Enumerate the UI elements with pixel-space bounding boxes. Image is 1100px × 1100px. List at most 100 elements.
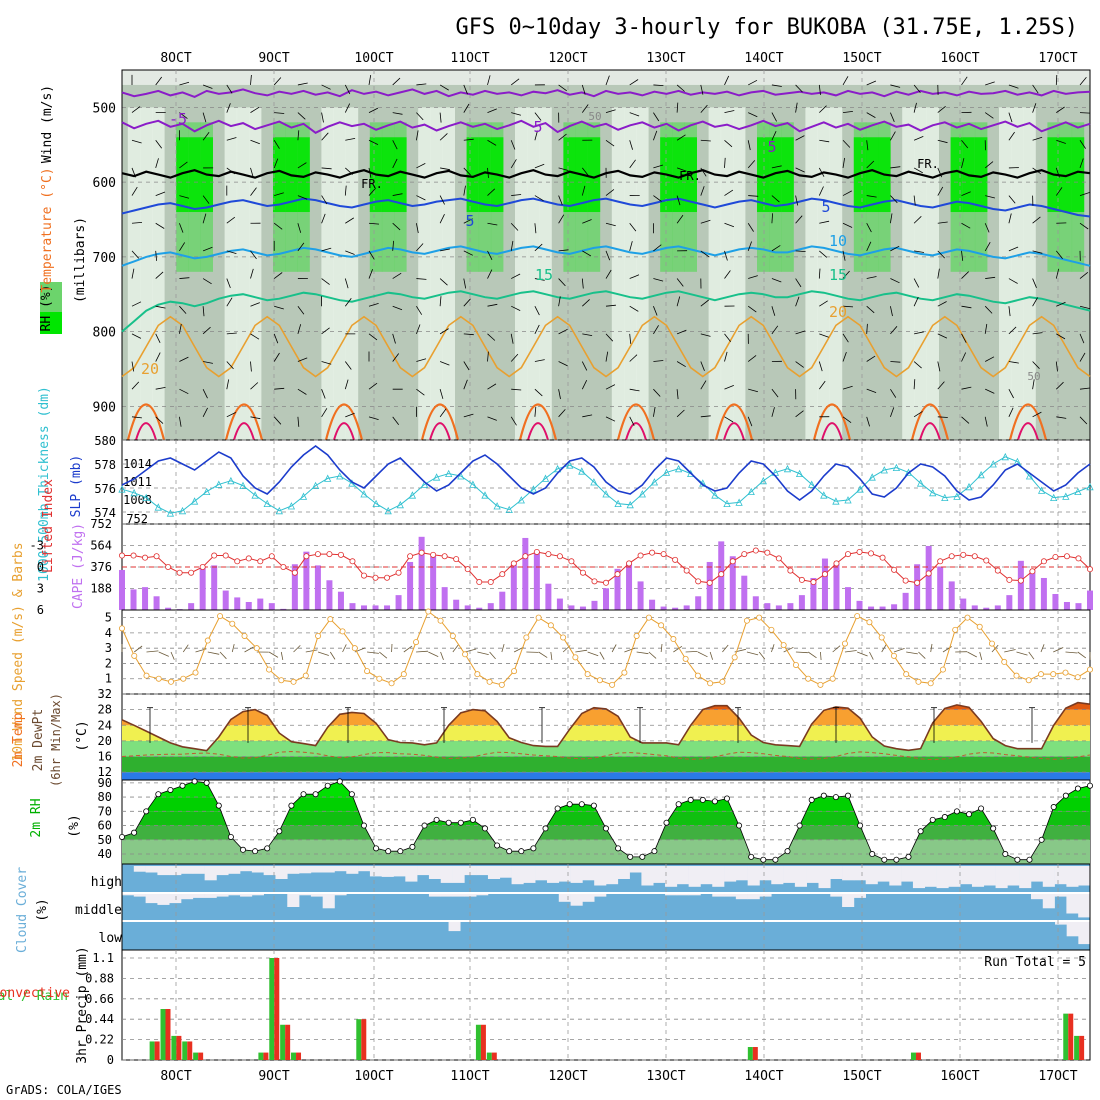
lifted-index-marker	[430, 551, 437, 558]
x-tick-label-top: 16OCT	[940, 51, 979, 66]
wind-speed-marker	[523, 634, 530, 641]
wind-speed-marker	[376, 675, 383, 682]
thickness-marker	[880, 466, 888, 474]
cloud-gap	[1078, 894, 1091, 918]
wind-barb	[890, 166, 901, 169]
wind-barb	[582, 333, 593, 336]
wind10m-barb	[170, 651, 175, 660]
isotherm-25	[910, 403, 950, 441]
wind-barb	[890, 278, 900, 284]
wind10m-barb	[648, 651, 657, 659]
cape-bar	[891, 604, 898, 610]
wind-barb	[818, 84, 821, 95]
wind-barb	[1079, 387, 1090, 390]
cloud-gap	[145, 866, 158, 873]
thickness-line	[121, 456, 1091, 514]
temp-band	[122, 702, 1090, 710]
precip-total-bar	[486, 1052, 492, 1060]
wind-barb	[274, 387, 285, 390]
cloud-gap	[322, 866, 335, 873]
rh-marker	[530, 845, 537, 852]
x-tick-label-bottom: 10OCT	[354, 1069, 393, 1084]
rh-dry-column	[926, 107, 939, 441]
rh-marker	[724, 795, 731, 802]
cloud-gap	[1042, 866, 1055, 887]
wind-barb	[961, 76, 968, 86]
wind-barb	[984, 223, 990, 233]
x-tick-label-top: 17OCT	[1038, 51, 1077, 66]
wind-speed-marker	[805, 675, 812, 682]
x-tick-label-top: 14OCT	[744, 51, 783, 66]
thickness-marker	[432, 473, 441, 481]
wind-barb	[1032, 332, 1043, 335]
wind-barb	[771, 165, 782, 169]
rh-marker	[288, 802, 295, 809]
wind-speed-marker	[217, 613, 224, 620]
lifted-index-marker	[948, 553, 955, 560]
rh-dry-column	[224, 107, 238, 441]
contour-label: FR.	[917, 157, 939, 171]
lifted-index-marker	[879, 554, 886, 561]
thickness-marker	[215, 480, 223, 488]
cape-bar	[142, 587, 149, 610]
wind-speed-marker	[339, 628, 346, 635]
x-tick-label-bottom: 9OCT	[258, 1069, 289, 1084]
cape-bar	[1006, 595, 1013, 610]
wind10m-barb	[685, 651, 698, 653]
wind-barb	[392, 112, 403, 115]
wind-speed-marker	[180, 675, 187, 682]
rh-tick-label: 50	[98, 833, 112, 847]
precip-total-bar	[160, 1009, 166, 1060]
cape-bar	[130, 589, 137, 610]
wind-speed-marker	[1087, 666, 1094, 673]
wind-barb	[937, 186, 944, 196]
wind-barb	[392, 193, 403, 196]
thickness-marker	[420, 480, 429, 488]
wind-barb	[392, 272, 402, 279]
wind10m-barb	[550, 651, 553, 661]
cloud-gap	[1066, 922, 1079, 937]
thickness-marker	[1086, 482, 1094, 491]
lifted-index-marker	[337, 551, 344, 558]
wind-barb	[321, 213, 326, 224]
wind-barb	[202, 388, 208, 399]
cape-bar	[879, 606, 886, 610]
wind-barb	[914, 331, 924, 335]
rh-dry-column	[248, 107, 262, 441]
slp-line	[121, 445, 1091, 501]
cloud-gap	[830, 894, 843, 897]
lifted-index-marker	[384, 574, 391, 581]
wind-barb	[676, 389, 679, 400]
precip-total-bar	[182, 1041, 188, 1060]
cloud-gap	[334, 866, 347, 872]
wind-barb	[439, 361, 450, 366]
precip-total-bar	[910, 1052, 916, 1060]
cape-bar	[649, 599, 656, 610]
cloud-gap	[240, 894, 253, 897]
wind-barb	[653, 360, 664, 362]
thickness-marker	[650, 478, 659, 486]
wind-barb	[913, 102, 917, 113]
thickness-marker	[795, 469, 804, 478]
wind-speed-marker	[449, 632, 456, 639]
wind-barb	[463, 413, 474, 418]
wind-barb	[1008, 306, 1011, 317]
cloud-gap	[747, 894, 760, 900]
cape-tick-label: 564	[90, 539, 112, 553]
slp-tick-label: 1011	[123, 475, 152, 489]
wind-barb	[416, 305, 423, 315]
cape-bar	[568, 605, 575, 610]
precip-tick-label: 0.44	[85, 1012, 114, 1026]
lifted-index-marker	[1063, 553, 1070, 560]
cloud-gap	[865, 866, 878, 885]
cloud-gap	[936, 866, 949, 889]
wind-barb	[226, 167, 236, 175]
wind-speed-marker	[572, 654, 579, 661]
wind10m-barb	[979, 651, 983, 661]
rh-marker	[784, 848, 791, 855]
wind-barb	[605, 139, 615, 147]
wind-barb	[961, 271, 969, 279]
pressure-tick-label: 500	[93, 101, 116, 116]
isotherm-20	[121, 315, 1091, 378]
wind-barb	[558, 84, 567, 92]
